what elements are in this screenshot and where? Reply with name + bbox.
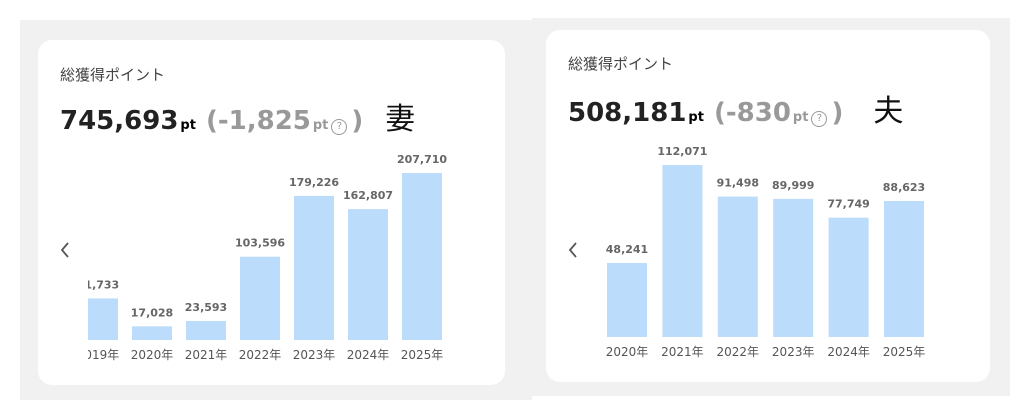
bar [348, 209, 388, 340]
x-tick-label: 2022年 [239, 348, 282, 362]
bar [717, 196, 758, 337]
card: 51,733 2019年 17,028 2020年 23,593 2021年 103,596… [38, 40, 505, 385]
total: 508,181 [568, 98, 687, 128]
value-label: 162,807 [343, 189, 393, 202]
x-tick-label: 2023年 [293, 348, 336, 362]
value-label: 88,623 [883, 181, 925, 194]
value-label: 89,999 [772, 179, 814, 192]
x-tick-label: 2022年 [717, 345, 760, 359]
total: 745,693 [60, 106, 179, 136]
value-label: 48,241 [606, 243, 648, 256]
value-label: 91,498 [717, 177, 759, 190]
x-tick-label: 2019年 [77, 348, 120, 362]
bar [662, 165, 703, 337]
x-tick-label: 2025年 [883, 345, 926, 359]
value-label: 207,710 [397, 153, 447, 166]
chart: 48,241 2020年 112,071 2021年 91,498 2022年 89,999… [568, 145, 926, 359]
bar [773, 198, 814, 337]
paren: ) [351, 106, 364, 136]
prev-button[interactable] [568, 242, 577, 258]
x-tick-label: 2021年 [661, 345, 704, 359]
value-label: 77,749 [827, 198, 869, 211]
change: -1,825 [217, 106, 311, 136]
bar [402, 173, 442, 340]
chart: 51,733 2019年 17,028 2020年 23,593 2021年 103,596… [60, 153, 447, 362]
value-label: 51,733 [77, 278, 119, 291]
paren: ( [205, 106, 218, 136]
x-tick-label: 2024年 [347, 348, 390, 362]
card-title: 総獲得ポイント [568, 55, 674, 73]
card: 48,241 2020年 112,071 2021年 91,498 2022年 89,999… [546, 30, 990, 382]
paren: ) [831, 98, 844, 128]
bar [884, 200, 924, 337]
bar [88, 298, 118, 340]
unit: pt [312, 118, 329, 133]
person-label: 妻 [385, 102, 416, 137]
plot: 48,241 2020年 112,071 2021年 91,498 2022年 89,999… [606, 145, 926, 359]
value-label: 23,593 [185, 301, 227, 314]
help-icon[interactable]: ? [811, 111, 828, 127]
bar [132, 326, 172, 340]
x-tick-label: 2023年 [772, 345, 815, 359]
person-label: 夫 [873, 94, 904, 129]
help-icon[interactable]: ? [331, 119, 348, 135]
bar [607, 262, 647, 337]
value-label: 103,596 [235, 237, 285, 250]
unit: pt [180, 118, 196, 133]
bar [828, 217, 869, 337]
x-tick-label: 2020年 [606, 345, 649, 359]
x-tick-label: 2024年 [827, 345, 870, 359]
value-label: 112,071 [657, 145, 707, 158]
bar [186, 321, 226, 340]
prev-button[interactable] [60, 242, 69, 258]
change: -830 [725, 98, 791, 128]
x-tick-label: 2021年 [185, 348, 228, 362]
bar [294, 195, 334, 340]
unit: pt [792, 110, 809, 125]
plot: 51,733 2019年 17,028 2020年 23,593 2021年 103,596… [77, 153, 447, 362]
unit: pt [688, 110, 704, 125]
summary: 745,693 pt ( -1,825 pt ? ) 妻 [60, 94, 415, 138]
value-label: 17,028 [131, 306, 173, 319]
paren: ( [713, 98, 726, 128]
card-title: 総獲得ポイント [60, 66, 166, 84]
summary: 508,181 pt ( -830 pt ? ) 夫 [568, 86, 903, 130]
x-tick-label: 2025年 [401, 348, 444, 362]
x-tick-label: 2020年 [131, 348, 174, 362]
bar [240, 256, 280, 340]
value-label: 179,226 [289, 176, 339, 189]
